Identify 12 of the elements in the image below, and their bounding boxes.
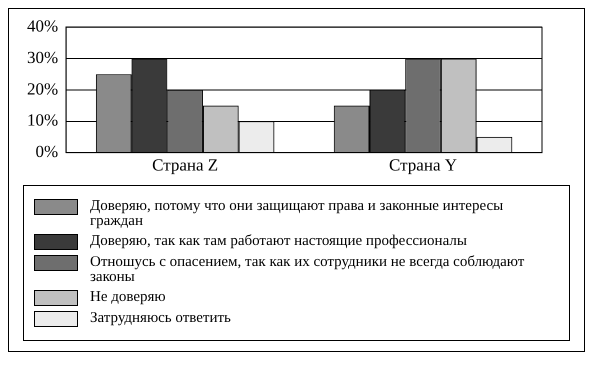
- y-tick-label: 30%: [26, 48, 58, 68]
- x-tick-label: Страна Z: [152, 155, 218, 174]
- legend-label: Доверяю, так как там работают настоящие профессионалы: [90, 233, 467, 249]
- legend-label: Затрудняюсь ответить: [90, 310, 231, 326]
- legend-label: Отношусь с опасением, так как их сотрудники не всегда соблюдают законы: [90, 254, 526, 285]
- legend-label: Не доверяю: [90, 289, 166, 305]
- legend-label: Доверяю, потому что они защищают права и законные интересы граждан: [90, 198, 504, 229]
- y-tick-label: 40%: [26, 16, 58, 36]
- y-tick-label: 20%: [26, 79, 58, 98]
- y-tick-label: 0%: [35, 142, 58, 162]
- x-tick-label: Страна Y: [389, 155, 458, 174]
- y-tick-label: 10%: [26, 110, 58, 130]
